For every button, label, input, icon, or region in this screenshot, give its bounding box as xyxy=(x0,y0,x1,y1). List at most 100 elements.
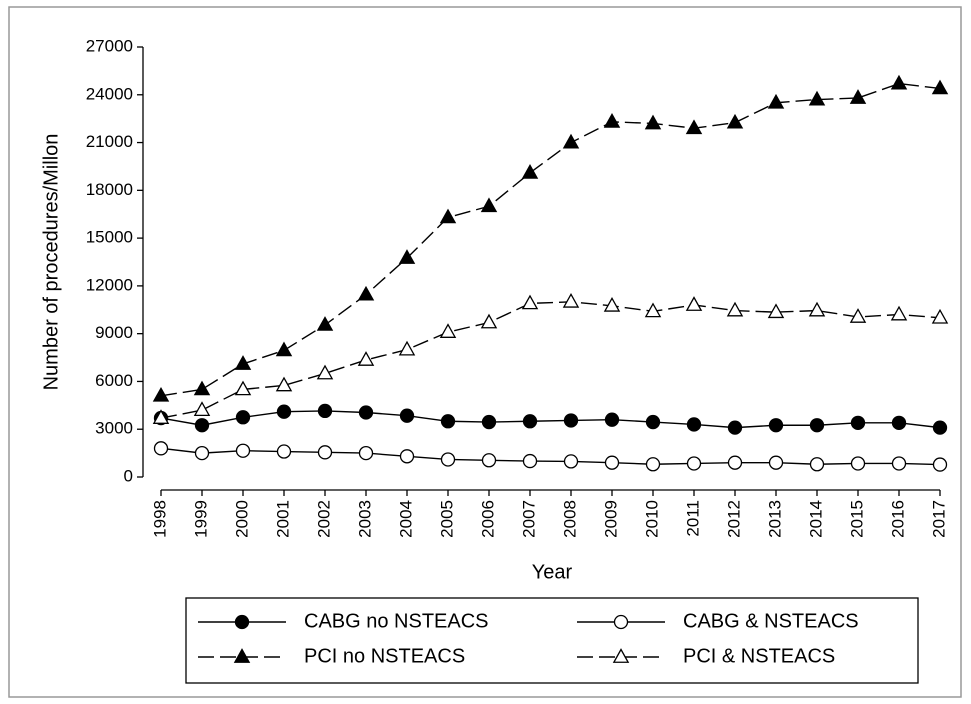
x-tick-label: 2015 xyxy=(847,500,866,538)
series-line xyxy=(160,301,941,419)
data-point xyxy=(850,456,866,471)
data-point xyxy=(562,292,580,308)
data-point xyxy=(440,452,456,467)
data-point xyxy=(317,445,333,460)
data-point xyxy=(439,208,457,224)
data-point xyxy=(153,441,169,456)
data-point xyxy=(194,418,210,433)
data-point xyxy=(521,163,539,179)
data-point xyxy=(316,316,334,331)
x-tick-label: 2011 xyxy=(683,500,702,537)
y-tick-label: 12000 xyxy=(86,275,133,294)
data-point xyxy=(890,74,908,90)
data-point xyxy=(398,249,416,264)
y-axis-title: Number of procedures/Millon xyxy=(40,134,62,391)
data-point xyxy=(399,449,415,464)
data-point xyxy=(645,414,661,430)
data-point xyxy=(849,89,867,104)
data-point xyxy=(932,457,948,472)
data-point xyxy=(932,420,948,435)
data-point xyxy=(316,364,334,380)
x-tick-label: 2001 xyxy=(273,500,292,538)
y-tick-label: 3000 xyxy=(95,419,133,438)
data-point xyxy=(276,444,292,459)
x-tick-label: 2000 xyxy=(232,500,251,538)
data-point xyxy=(604,412,620,427)
legend-marker xyxy=(233,648,251,663)
data-point xyxy=(522,453,538,469)
data-point xyxy=(152,409,170,424)
x-tick-label: 1999 xyxy=(191,500,210,538)
data-point xyxy=(194,445,210,461)
y-tick-label: 9000 xyxy=(95,323,133,342)
legend-marker xyxy=(612,648,630,663)
data-point xyxy=(809,457,825,472)
data-point xyxy=(644,302,662,318)
x-tick-label: 2002 xyxy=(314,500,333,538)
data-point xyxy=(439,323,457,338)
data-point xyxy=(193,380,211,396)
x-tick-label: 2007 xyxy=(519,500,538,538)
data-point xyxy=(235,443,251,458)
x-tick-label: 2003 xyxy=(355,500,374,538)
x-tick-label: 2009 xyxy=(601,500,620,538)
data-point xyxy=(809,418,825,433)
data-point xyxy=(235,410,251,425)
y-tick-label: 0 xyxy=(124,466,133,485)
data-point xyxy=(480,197,498,213)
data-point xyxy=(603,113,621,128)
data-point xyxy=(931,79,949,95)
data-point xyxy=(234,380,252,396)
legend-label: PCI no NSTEACS xyxy=(304,645,465,667)
legend-label: CABG no NSTEACS xyxy=(304,610,489,632)
series-line xyxy=(160,82,941,397)
data-point xyxy=(193,401,211,417)
x-tick-label: 2008 xyxy=(560,500,579,538)
data-point xyxy=(399,408,415,423)
x-tick-label: 2016 xyxy=(888,500,907,538)
data-point xyxy=(767,303,785,319)
data-point xyxy=(357,351,375,366)
data-point xyxy=(685,296,703,311)
data-point xyxy=(276,404,292,419)
legend xyxy=(185,597,919,684)
data-point xyxy=(685,119,703,135)
data-point xyxy=(398,340,416,356)
data-point xyxy=(440,414,456,429)
data-point xyxy=(358,445,374,461)
data-point xyxy=(644,114,662,130)
data-point xyxy=(317,403,333,419)
y-tick-label: 18000 xyxy=(86,180,133,199)
y-tick-label: 21000 xyxy=(86,132,133,151)
data-point xyxy=(645,457,661,472)
x-axis-title: Year xyxy=(532,561,573,583)
frame xyxy=(8,6,962,698)
data-point xyxy=(768,418,784,433)
y-tick-label: 15000 xyxy=(86,228,133,247)
data-point xyxy=(808,301,826,317)
data-point xyxy=(275,341,293,357)
data-point xyxy=(808,90,826,106)
data-point xyxy=(563,454,579,469)
x-tick-label: 2012 xyxy=(724,500,743,538)
data-point xyxy=(849,308,867,323)
data-point xyxy=(891,456,907,471)
data-point xyxy=(521,294,539,310)
data-point xyxy=(562,133,580,149)
legend-marker xyxy=(613,614,629,630)
data-point xyxy=(727,420,743,435)
y-tick-label: 24000 xyxy=(86,84,133,103)
data-point xyxy=(152,386,170,402)
data-point xyxy=(480,313,498,329)
legend-marker xyxy=(234,614,250,630)
x-tick-label: 2017 xyxy=(929,500,948,538)
data-point xyxy=(481,414,497,430)
data-point xyxy=(768,455,784,470)
data-point xyxy=(726,301,744,317)
x-tick-label: 1998 xyxy=(150,500,169,538)
y-tick-label: 27000 xyxy=(86,36,133,55)
data-point xyxy=(850,415,866,431)
data-point xyxy=(890,305,908,321)
data-point xyxy=(686,417,702,432)
data-point xyxy=(275,376,293,392)
